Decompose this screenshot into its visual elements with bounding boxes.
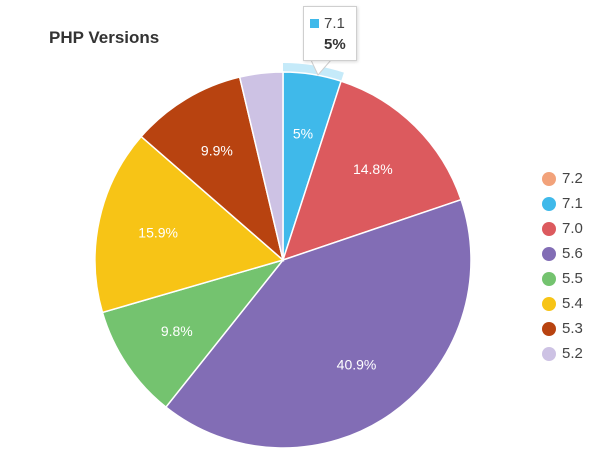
tooltip-pointer (310, 59, 332, 76)
legend-dot-icon (542, 196, 556, 211)
legend-label: 5.4 (562, 295, 583, 312)
slice-5-4[interactable] (94, 135, 285, 314)
slice-halo (283, 63, 344, 82)
legend-dot-icon (542, 246, 556, 261)
slice-label: 40.9% (337, 357, 377, 373)
legend-item-7-1[interactable]: 7.1 (542, 191, 583, 216)
legend-label: 5.6 (562, 245, 583, 262)
legend-dot-icon (542, 271, 556, 286)
slice-label: 9.9% (201, 143, 233, 159)
slice-label: 5% (293, 126, 313, 142)
legend-label: 5.5 (562, 270, 583, 287)
legend-dot-icon (542, 321, 556, 336)
slice-5-3[interactable] (140, 76, 285, 263)
legend-label: 7.1 (562, 195, 583, 212)
legend-dot-icon (542, 171, 556, 186)
legend-label: 5.3 (562, 320, 583, 337)
legend-item-5-4[interactable]: 5.4 (542, 291, 583, 316)
legend-item-5-5[interactable]: 5.5 (542, 266, 583, 291)
legend-item-5-2[interactable]: 5.2 (542, 341, 583, 366)
slice-7-0[interactable] (281, 80, 463, 262)
tooltip-swatch-icon (310, 19, 319, 28)
legend-item-7-0[interactable]: 7.0 (542, 216, 583, 241)
slice-label: 9.8% (161, 323, 193, 339)
legend-label: 7.0 (562, 220, 583, 237)
tooltip-value: 5% (324, 36, 346, 53)
legend-label: 5.2 (562, 345, 583, 362)
legend-item-7-2[interactable]: 7.2 (542, 166, 583, 191)
legend-dot-icon (542, 296, 556, 311)
legend: 7.2 7.1 7.0 5.6 5.5 5.4 5.3 5.2 (542, 166, 583, 366)
legend-dot-icon (542, 221, 556, 236)
legend-item-5-6[interactable]: 5.6 (542, 241, 583, 266)
tooltip: 7.1 5% (303, 6, 357, 61)
slice-5-2[interactable] (238, 71, 284, 261)
slice-5-5[interactable] (101, 258, 286, 409)
legend-item-5-3[interactable]: 5.3 (542, 316, 583, 341)
slice-label: 15.9% (138, 225, 178, 241)
legend-label: 7.2 (562, 170, 583, 187)
slice-5-6[interactable] (164, 198, 472, 449)
slice-label: 14.8% (353, 161, 393, 177)
legend-dot-icon (542, 346, 556, 361)
tooltip-label: 7.1 (324, 15, 345, 32)
chart-title: PHP Versions (49, 28, 160, 47)
